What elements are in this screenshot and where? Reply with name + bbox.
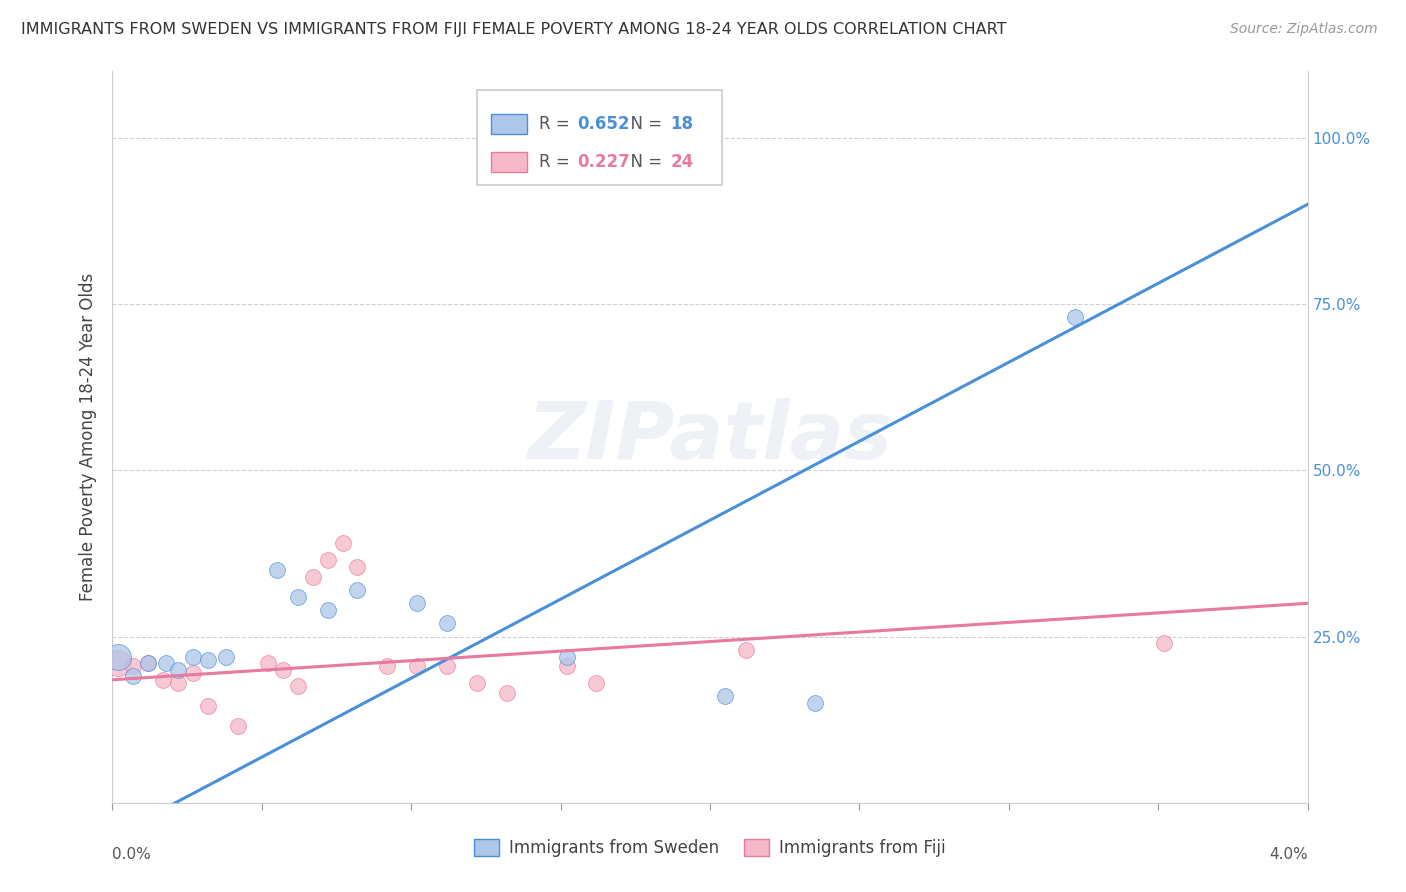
Point <box>138 656 160 670</box>
Text: N =: N = <box>620 115 668 133</box>
Point <box>735 643 758 657</box>
Point <box>271 663 294 677</box>
Point <box>287 680 309 694</box>
Text: 4.0%: 4.0% <box>1268 847 1308 862</box>
Point <box>555 659 578 673</box>
Text: 0.0%: 0.0% <box>112 847 152 862</box>
Point <box>197 699 219 714</box>
Point <box>181 666 204 681</box>
Point <box>1153 636 1175 650</box>
Point <box>406 596 429 610</box>
Point <box>152 673 174 687</box>
Text: Source: ZipAtlas.com: Source: ZipAtlas.com <box>1230 22 1378 37</box>
Point <box>257 656 280 670</box>
Point <box>301 570 323 584</box>
FancyBboxPatch shape <box>491 114 527 135</box>
Text: 0.652: 0.652 <box>578 115 630 133</box>
Point <box>714 690 737 704</box>
Point <box>803 696 825 710</box>
Point <box>436 616 458 631</box>
Text: R =: R = <box>538 115 575 133</box>
Point <box>346 582 368 597</box>
Point <box>555 649 578 664</box>
Point <box>197 653 219 667</box>
Text: R =: R = <box>538 153 575 171</box>
Point <box>155 656 177 670</box>
Text: 18: 18 <box>671 115 693 133</box>
Point <box>316 603 339 617</box>
Point <box>167 663 190 677</box>
Point <box>496 686 519 700</box>
Point <box>465 676 488 690</box>
Point <box>181 649 204 664</box>
Point <box>332 536 354 550</box>
Text: IMMIGRANTS FROM SWEDEN VS IMMIGRANTS FROM FIJI FEMALE POVERTY AMONG 18-24 YEAR O: IMMIGRANTS FROM SWEDEN VS IMMIGRANTS FRO… <box>21 22 1007 37</box>
Text: N =: N = <box>620 153 668 171</box>
Point <box>316 553 339 567</box>
Point <box>1063 310 1085 325</box>
Text: 0.227: 0.227 <box>578 153 630 171</box>
Point <box>287 590 309 604</box>
Point <box>436 659 458 673</box>
Point <box>122 669 145 683</box>
Point <box>346 559 368 574</box>
Point <box>167 676 190 690</box>
Point <box>107 656 129 670</box>
Point <box>377 659 399 673</box>
Legend: Immigrants from Sweden, Immigrants from Fiji: Immigrants from Sweden, Immigrants from … <box>467 832 953 864</box>
Point <box>266 563 288 577</box>
Point <box>122 659 145 673</box>
Point <box>226 719 249 733</box>
Point <box>585 676 607 690</box>
Text: 24: 24 <box>671 153 693 171</box>
Y-axis label: Female Poverty Among 18-24 Year Olds: Female Poverty Among 18-24 Year Olds <box>79 273 97 601</box>
Text: ZIPatlas: ZIPatlas <box>527 398 893 476</box>
Point <box>406 659 429 673</box>
Point <box>138 656 160 670</box>
Point <box>107 649 129 664</box>
Point <box>215 649 238 664</box>
FancyBboxPatch shape <box>491 152 527 172</box>
FancyBboxPatch shape <box>477 90 723 185</box>
